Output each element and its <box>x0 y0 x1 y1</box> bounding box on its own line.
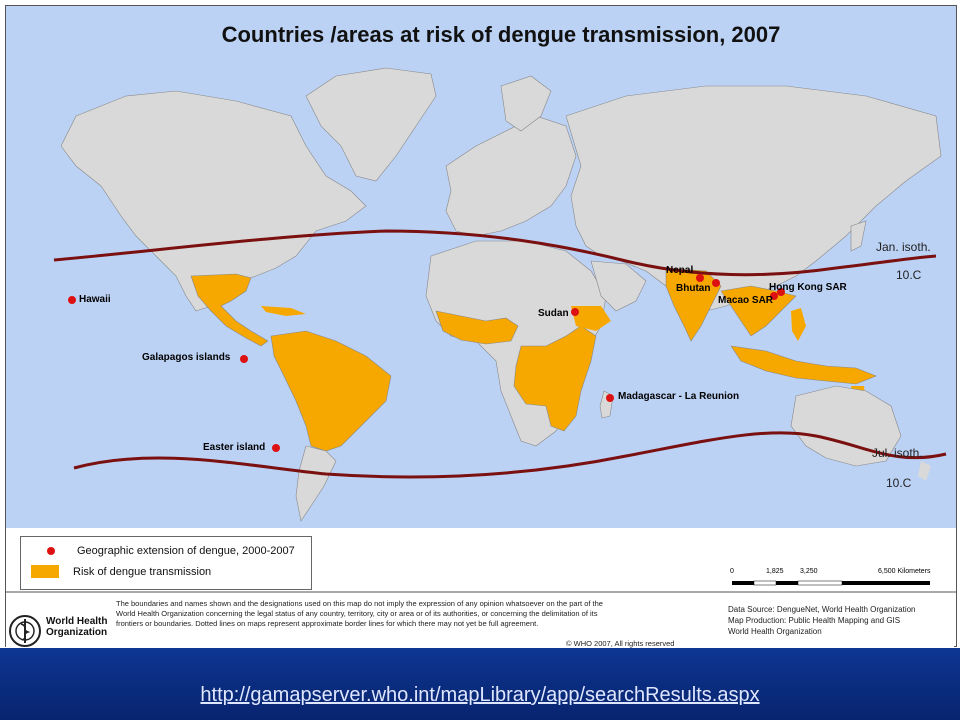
land-scandinavia <box>500 75 552 132</box>
risk-philippines <box>791 308 806 341</box>
copyright-text: © WHO 2007, All rights reserved <box>566 639 675 648</box>
source-line-3: World Health Organization <box>728 627 822 636</box>
source-line-2: Map Production: Public Health Mapping an… <box>728 616 901 625</box>
dengue-point-galapagos <box>240 355 248 363</box>
risk-horn-africa <box>571 306 611 331</box>
dengue-point-hawaii <box>68 296 76 304</box>
jan-isotherm-label: Jan. isoth. <box>876 240 931 254</box>
legend-risk-swatch <box>31 565 59 578</box>
label-madagascar: Madagascar - La Reunion <box>618 391 740 402</box>
map-legend: Geographic extension of dengue, 2000-200… <box>20 536 312 590</box>
label-easter: Easter island <box>203 442 266 453</box>
scale-tick-1: 1,825 <box>766 568 784 575</box>
label-galapagos: Galapagos islands <box>142 352 231 363</box>
risk-southeast-asia <box>720 285 797 337</box>
map-frame: Countries /areas at risk of dengue trans… <box>5 5 957 648</box>
scale-tick-0: 0 <box>730 568 734 575</box>
label-hawaii: Hawaii <box>79 294 111 305</box>
who-emblem-icon <box>9 615 41 647</box>
world-map <box>6 6 956 593</box>
risk-south-america <box>270 330 392 452</box>
map-title: Countries /areas at risk of dengue trans… <box>221 22 781 47</box>
scale-tick-3: 6,500 Kilometers <box>878 568 931 575</box>
dengue-point-macao <box>770 292 778 300</box>
dengue-point-hongkong <box>777 288 785 296</box>
who-name: World Health Organization <box>46 616 107 638</box>
dengue-point-sudan <box>571 308 579 316</box>
risk-central-america <box>190 273 269 347</box>
legend-risk-label: Risk of dengue transmission <box>73 565 212 578</box>
jul-isotherm-temp: 10.C <box>886 476 912 490</box>
who-name-line1: World Health <box>46 616 108 627</box>
legend-dot-icon <box>47 547 55 555</box>
scale-bar: 0 1,825 3,250 6,500 Kilometers <box>726 566 956 590</box>
land-japan <box>850 220 867 252</box>
data-sources: Data Source: DengueNet, World Health Org… <box>728 604 953 637</box>
who-name-line2: Organization <box>46 627 108 638</box>
land-new-zealand <box>918 461 931 481</box>
risk-west-africa <box>435 310 519 345</box>
source-url-link[interactable]: http://gamapserver.who.int/mapLibrary/ap… <box>200 684 760 706</box>
map-footer: World Health Organization The boundaries… <box>6 596 954 648</box>
risk-central-africa <box>513 325 597 432</box>
url-band <box>0 648 960 720</box>
risk-indonesia <box>730 345 877 385</box>
risk-caribbean <box>261 306 306 316</box>
land-southern-cone <box>295 445 337 522</box>
label-macao: Macao SAR <box>718 295 774 306</box>
land-greenland <box>305 67 437 182</box>
disclaimer-text: The boundaries and names shown and the d… <box>116 599 603 628</box>
jul-isotherm-line <box>73 431 947 479</box>
legend-row-points: Geographic extension of dengue, 2000-200… <box>31 545 295 557</box>
dengue-point-nepal <box>696 274 704 282</box>
label-bhutan: Bhutan <box>676 283 711 294</box>
jul-isotherm-label: Jul. isoth. <box>872 446 923 460</box>
dengue-point-madagascar <box>606 394 614 402</box>
land-arabia <box>590 260 647 312</box>
dengue-point-bhutan <box>712 279 720 287</box>
risk-india <box>665 267 722 342</box>
label-nepal: Nepal <box>666 265 694 276</box>
legend-points-label: Geographic extension of dengue, 2000-200… <box>77 545 295 557</box>
label-sudan: Sudan <box>538 308 569 319</box>
jan-isotherm-temp: 10.C <box>896 268 922 282</box>
label-hong-kong: Hong Kong SAR <box>769 282 847 293</box>
land-north-america <box>60 90 367 312</box>
dengue-point-easter <box>272 444 280 452</box>
jan-isotherm-line <box>53 229 937 277</box>
land-australia <box>790 385 902 467</box>
legend-row-risk: Risk of dengue transmission <box>31 565 211 578</box>
scale-tick-2: 3,250 <box>800 568 818 575</box>
source-line-1: Data Source: DengueNet, World Health Org… <box>728 605 916 614</box>
scale-bar-graphic <box>732 580 930 586</box>
